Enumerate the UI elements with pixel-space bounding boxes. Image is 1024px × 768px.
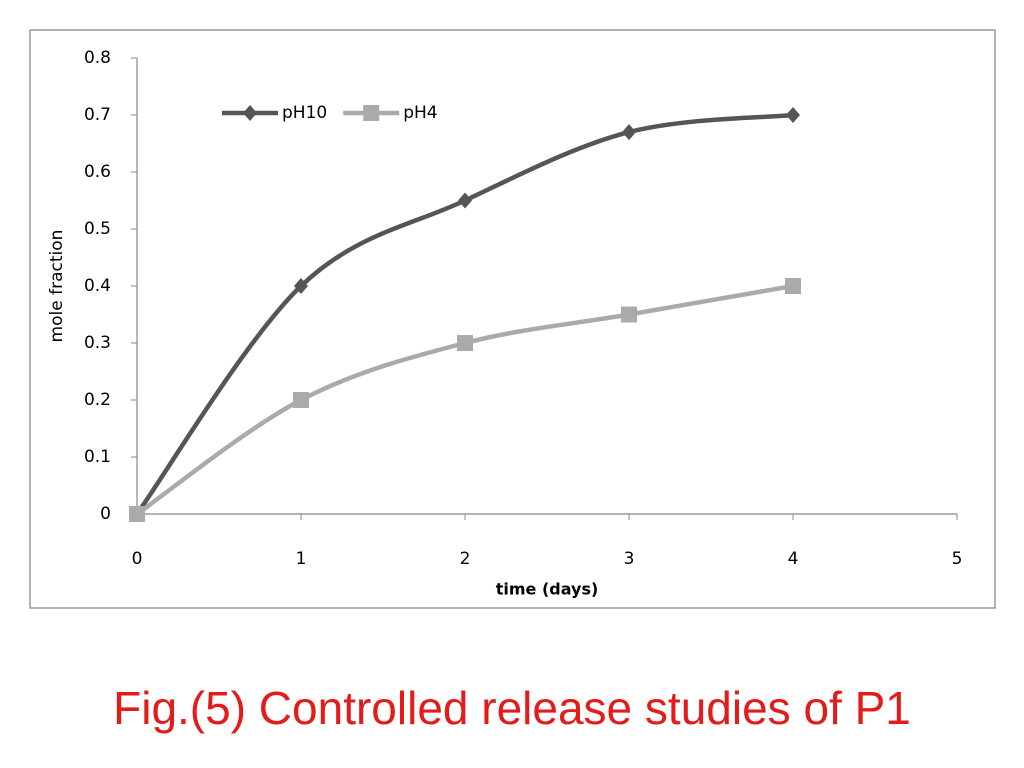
y-axis-label: mole fraction [47,230,67,343]
marker [786,107,800,123]
y-tick-label: 0.5 [84,219,111,239]
series-line [135,112,794,516]
y-tick-label: 0.3 [84,333,111,353]
y-tick-label: 0.6 [84,162,111,182]
x-tick-label: 1 [296,549,307,569]
x-tick-label: 5 [952,549,963,569]
y-tick-label: 0.7 [84,105,111,125]
legend-label: pH4 [403,103,437,123]
marker [785,278,801,294]
x-tick-label: 0 [132,549,143,569]
y-tick-label: 0.8 [84,48,111,68]
marker [457,335,473,351]
legend-marker [363,105,380,121]
x-axis-label: time (days) [496,580,599,599]
x-tick-label: 2 [460,549,471,569]
x-tick-label: 4 [788,549,799,569]
y-tick-label: 0.2 [84,390,111,410]
marker [622,124,636,141]
marker [621,306,637,323]
legend-marker [243,105,257,121]
y-tick-label: 0.1 [84,447,111,467]
x-tick-label: 3 [624,549,635,569]
y-tick-label: 0.4 [84,276,111,296]
marker [293,392,309,408]
y-tick-label: 0 [100,504,111,524]
marker [129,506,145,522]
marker [294,278,308,294]
marker [458,192,472,209]
legend-label: pH10 [282,103,327,123]
caption: Fig.(5) Controlled release studies of P1 [113,682,911,734]
chart-frame [29,29,996,609]
